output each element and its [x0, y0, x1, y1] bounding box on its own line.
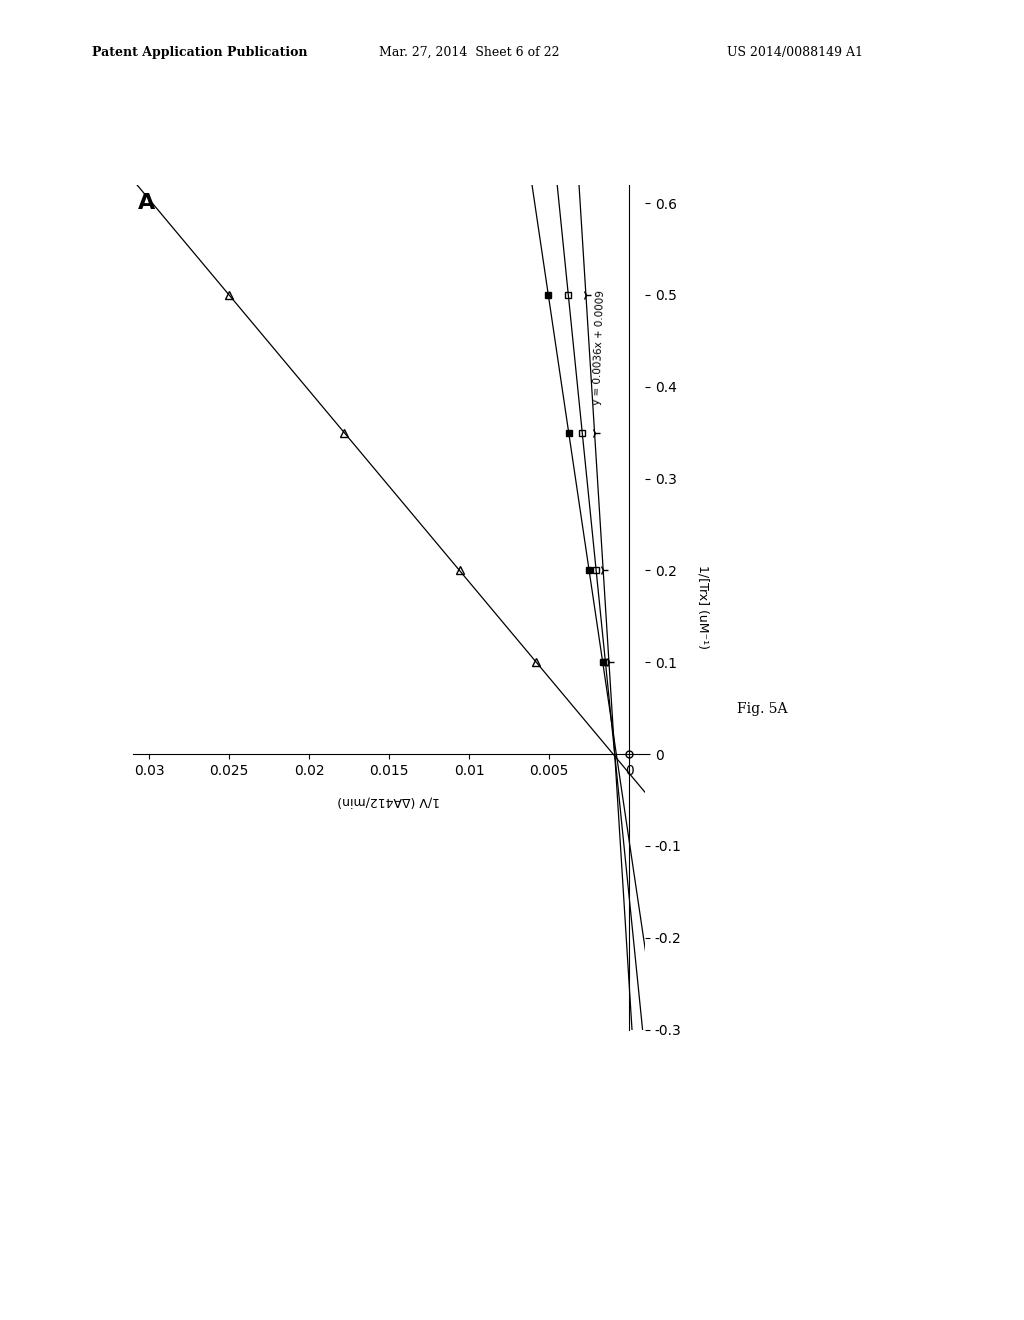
- Text: Fig. 5A: Fig. 5A: [737, 702, 787, 715]
- Text: Patent Application Publication: Patent Application Publication: [92, 46, 307, 59]
- Y-axis label: 1/[Trx] (uM⁻¹): 1/[Trx] (uM⁻¹): [696, 565, 710, 649]
- X-axis label: 1/V (ΔA412/min): 1/V (ΔA412/min): [338, 795, 440, 808]
- Text: Mar. 27, 2014  Sheet 6 of 22: Mar. 27, 2014 Sheet 6 of 22: [379, 46, 559, 59]
- Text: A: A: [138, 193, 156, 214]
- Text: y = 0.0036x + 0.0009: y = 0.0036x + 0.0009: [592, 290, 605, 405]
- Text: US 2014/0088149 A1: US 2014/0088149 A1: [727, 46, 863, 59]
